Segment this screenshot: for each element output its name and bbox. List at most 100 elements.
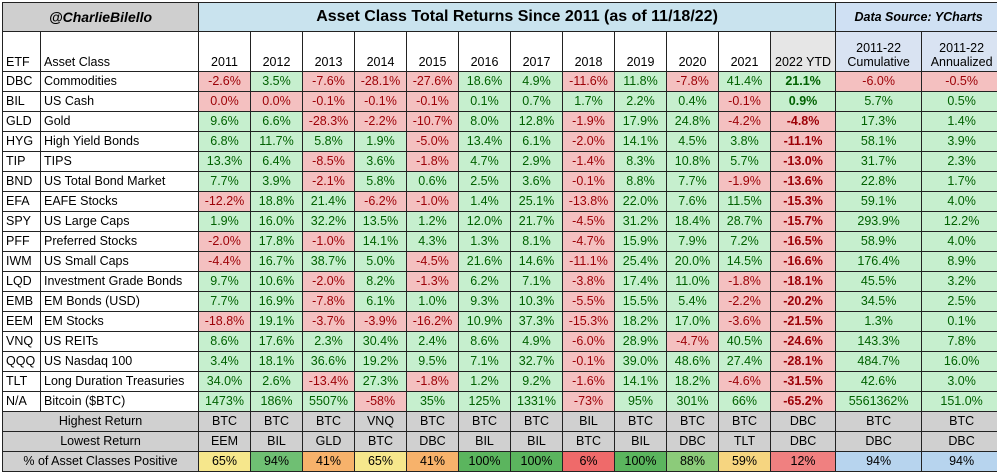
- return-cell: -20.2%: [771, 292, 836, 312]
- author-handle: @CharlieBilello: [3, 3, 199, 32]
- return-cell: -1.0%: [407, 192, 459, 212]
- col-header-year: 2014: [355, 32, 407, 72]
- return-cell: 37.3%: [511, 312, 563, 332]
- return-cell: -13.8%: [563, 192, 615, 212]
- return-cell: -28.3%: [303, 112, 355, 132]
- cumulative-cell: 58.9%: [836, 232, 922, 252]
- percent-positive-cell: 41%: [407, 452, 459, 472]
- return-cell: 13.4%: [459, 132, 511, 152]
- return-cell: -3.7%: [303, 312, 355, 332]
- return-cell: -7.6%: [303, 72, 355, 92]
- cumulative-cell: 34.5%: [836, 292, 922, 312]
- annualized-cell: 16.0%: [922, 352, 997, 372]
- col-header-etf: ETF: [3, 32, 41, 72]
- percent-positive-cell: 6%: [563, 452, 615, 472]
- return-cell: 6.4%: [251, 152, 303, 172]
- return-cell: -73%: [563, 392, 615, 412]
- return-cell: 0.0%: [251, 92, 303, 112]
- return-cell: -16.6%: [771, 252, 836, 272]
- annualized-cell: 7.8%: [922, 332, 997, 352]
- percent-positive-cell: 94%: [251, 452, 303, 472]
- return-cell: -2.2%: [355, 112, 407, 132]
- return-cell: 0.1%: [459, 92, 511, 112]
- return-cell: -2.6%: [199, 72, 251, 92]
- return-cell: 9.6%: [199, 112, 251, 132]
- lowest-return-cell: TLT: [719, 432, 771, 452]
- etf-ticker: EMB: [3, 292, 41, 312]
- return-cell: 4.3%: [407, 232, 459, 252]
- return-cell: 27.3%: [355, 372, 407, 392]
- return-cell: -28.1%: [355, 72, 407, 92]
- return-cell: 6.8%: [199, 132, 251, 152]
- return-cell: -4.7%: [667, 332, 719, 352]
- return-cell: 4.7%: [459, 152, 511, 172]
- return-cell: -0.1%: [563, 172, 615, 192]
- return-cell: 1.0%: [407, 292, 459, 312]
- percent-positive-cell: 65%: [199, 452, 251, 472]
- return-cell: 15.9%: [615, 232, 667, 252]
- return-cell: 1473%: [199, 392, 251, 412]
- cumulative-cell: 1.3%: [836, 312, 922, 332]
- return-cell: -13.0%: [771, 152, 836, 172]
- return-cell: -4.6%: [719, 372, 771, 392]
- return-cell: -4.5%: [407, 252, 459, 272]
- col-header-annualized: 2011-22 Annualized: [922, 32, 997, 72]
- asset-class-name: US REITs: [41, 332, 199, 352]
- return-cell: -10.7%: [407, 112, 459, 132]
- return-cell: -13.4%: [303, 372, 355, 392]
- return-cell: -5.5%: [563, 292, 615, 312]
- return-cell: -0.1%: [303, 92, 355, 112]
- return-cell: -0.1%: [719, 92, 771, 112]
- return-cell: 21.4%: [303, 192, 355, 212]
- return-cell: 8.6%: [459, 332, 511, 352]
- return-cell: 18.4%: [667, 212, 719, 232]
- col-header-year: 2020: [667, 32, 719, 72]
- return-cell: 17.4%: [615, 272, 667, 292]
- col-header-asset-class: Asset Class: [41, 32, 199, 72]
- annualized-cell: 12.2%: [922, 212, 997, 232]
- return-cell: 3.6%: [355, 152, 407, 172]
- return-cell: 12.0%: [459, 212, 511, 232]
- return-cell: 13.5%: [355, 212, 407, 232]
- return-cell: -4.5%: [563, 212, 615, 232]
- lowest-return-cell: BIL: [459, 432, 511, 452]
- return-cell: 34.0%: [199, 372, 251, 392]
- return-cell: 18.6%: [459, 72, 511, 92]
- return-cell: 7.7%: [667, 172, 719, 192]
- return-cell: 1.7%: [563, 92, 615, 112]
- return-cell: -24.6%: [771, 332, 836, 352]
- return-cell: 25.4%: [615, 252, 667, 272]
- highest-return-cell: BTC: [459, 412, 511, 432]
- page-title: Asset Class Total Returns Since 2011 (as…: [199, 3, 836, 32]
- return-cell: 5507%: [303, 392, 355, 412]
- asset-class-name: US Small Caps: [41, 252, 199, 272]
- return-cell: 9.5%: [407, 352, 459, 372]
- return-cell: -16.2%: [407, 312, 459, 332]
- asset-class-name: Investment Grade Bonds: [41, 272, 199, 292]
- col-header-year: 2017: [511, 32, 563, 72]
- return-cell: -11.6%: [563, 72, 615, 92]
- col-header-year: 2011: [199, 32, 251, 72]
- return-cell: -5.0%: [407, 132, 459, 152]
- lowest-return-cell: EEM: [199, 432, 251, 452]
- etf-ticker: TIP: [3, 152, 41, 172]
- return-cell: 0.6%: [407, 172, 459, 192]
- data-source: Data Source: YCharts: [836, 3, 997, 32]
- return-cell: 8.1%: [511, 232, 563, 252]
- return-cell: -2.0%: [303, 272, 355, 292]
- return-cell: 18.1%: [251, 352, 303, 372]
- return-cell: 36.6%: [303, 352, 355, 372]
- return-cell: 25.1%: [511, 192, 563, 212]
- col-header-year: 2018: [563, 32, 615, 72]
- return-cell: 8.3%: [615, 152, 667, 172]
